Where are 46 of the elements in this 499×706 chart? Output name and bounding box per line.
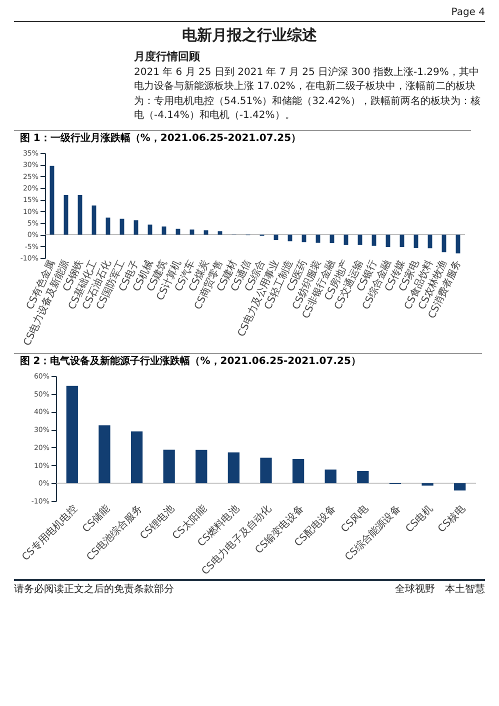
- bar: [274, 234, 278, 240]
- bar: [196, 449, 208, 483]
- x-tick-label: CS电机: [403, 502, 436, 534]
- bar: [106, 217, 110, 234]
- bar: [414, 234, 418, 248]
- bar: [357, 470, 369, 483]
- bar: [228, 452, 240, 483]
- text: Page 4: [14, 6, 485, 22]
- bar: [330, 234, 334, 243]
- bar: [344, 234, 348, 244]
- bar: [386, 234, 390, 247]
- bar: [372, 234, 376, 246]
- x-tick-label: CS专用电机电控: [20, 502, 80, 563]
- bar: [400, 234, 404, 247]
- bar: [130, 430, 143, 483]
- bar: [422, 482, 434, 486]
- bar: [204, 230, 208, 234]
- bar: [98, 424, 110, 483]
- bar: [260, 457, 272, 483]
- chart-title: 图 1：一级行业月涨跌幅（%，2021.06.25-2021.07.25）: [20, 132, 302, 144]
- bar: [50, 165, 54, 234]
- bar: [324, 469, 336, 483]
- bar: [358, 234, 362, 244]
- x-tick-label: CS核电: [436, 502, 468, 534]
- bar: [92, 205, 96, 234]
- text: 2021 年 6 月 25 日到 2021 年 7 月 25 日沪深 300 指数上涨-1.29%，其中电力设备与新能源板块上涨 17.02%，在电新二级子板块中，涨幅前二的板块为：专用电机电控（54.51%）和储能（32.42%），跌幅前两名的板块为：核电（-4.14%）和电机（-1.42%）。: [134, 66, 482, 123]
- bar: [316, 234, 320, 242]
- bar: [454, 482, 466, 490]
- bar: [456, 234, 460, 253]
- text: 月度行情回顾: [134, 48, 201, 64]
- text: 请务必阅读正文之后的免责条款部分: [14, 582, 174, 596]
- bar: [428, 234, 432, 248]
- text: 全球视野 本土智慧: [395, 582, 485, 596]
- chart-title: 图 2：电气设备及新能源子行业涨跌幅（%，2021.06.25-2021.07.25）: [20, 354, 361, 366]
- bar: [148, 224, 152, 234]
- bar: [442, 234, 446, 252]
- bar: [302, 234, 306, 242]
- bar: [292, 458, 304, 483]
- bar: [78, 194, 82, 234]
- bar: [134, 220, 138, 234]
- bar: [163, 449, 175, 483]
- bar: [288, 234, 292, 241]
- text: 电新月报之行业综述: [181, 26, 318, 44]
- bar: [66, 385, 78, 483]
- bar: [64, 194, 68, 234]
- bar: [218, 230, 222, 234]
